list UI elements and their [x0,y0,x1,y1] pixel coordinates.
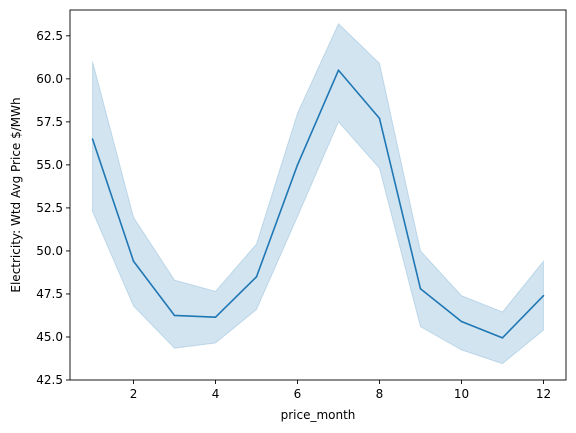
x-tick-label: 12 [536,387,551,401]
y-tick-label: 60.0 [36,72,63,86]
y-tick-label: 55.0 [36,158,63,172]
x-tick-label: 10 [454,387,469,401]
x-axis-title: price_month [281,408,356,422]
x-tick-label: 4 [212,387,220,401]
data-point [419,287,422,290]
data-point [337,69,340,72]
y-tick-label: 47.5 [36,287,63,301]
x-tick-label: 6 [294,387,302,401]
confidence-band [92,22,544,365]
data-point [296,164,299,166]
y-tick-label: 52.5 [36,201,63,215]
y-axis: 42.5 45.0 47.5 50.0 52.5 55.0 57.5 60.0 62.5 [36,29,70,387]
y-tick-label: 57.5 [36,115,63,129]
plot-frame [69,9,567,381]
data-point [214,316,217,318]
data-point [132,260,135,263]
data-point [542,294,545,297]
y-tick-label: 42.5 [36,373,63,387]
y-tick-label: 62.5 [36,29,63,43]
y-tick-label: 45.0 [36,330,63,344]
x-tick-label: 2 [130,387,138,401]
data-point [91,138,94,140]
plot-area [69,9,567,381]
data-point [255,275,258,278]
data-point [460,320,463,323]
x-axis: 2 4 6 8 10 12 [130,380,551,401]
data-point [173,314,176,317]
series-line [91,69,545,339]
x-tick-label: 8 [376,387,384,401]
data-point [378,117,381,120]
y-axis-title: Electricity: Wtd Avg Price $/MWh [9,97,23,292]
data-point [501,337,504,339]
y-tick-label: 50.0 [36,244,63,258]
